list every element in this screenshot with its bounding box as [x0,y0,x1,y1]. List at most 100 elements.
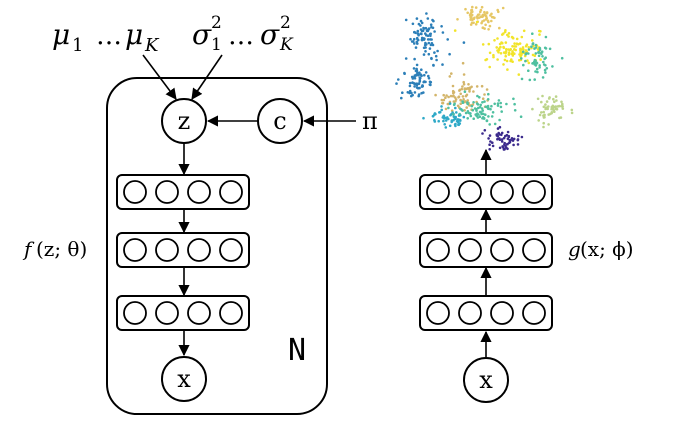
scatter-point [516,143,520,146]
scatter-point [517,43,520,46]
scatter-point [484,14,488,18]
scatter-point [496,37,499,40]
scatter-point [534,52,538,55]
scatter-point [426,17,430,20]
scatter-point [538,46,542,50]
scatter-point [419,73,423,76]
scatter-point [507,48,510,51]
scatter-point [440,25,443,28]
scatter-point [410,75,414,79]
z-node: z [161,98,207,144]
scatter-point [475,109,478,112]
scatter-point [488,134,492,137]
scatter-point [462,83,466,86]
scatter-point [542,105,546,109]
latent-embedding-scatter [395,5,574,151]
scatter-point [520,77,524,81]
scatter-point [443,123,447,126]
scatter-point [547,105,550,108]
scatter-point [424,71,428,74]
scatter-point [488,123,492,126]
scatter-point [442,93,446,97]
scatter-point [485,88,489,91]
scatter-point [413,30,416,34]
scatter-point [506,142,509,146]
scatter-point [487,20,490,24]
scatter-point [497,99,501,102]
encoder-layer-2 [419,232,553,268]
scatter-point [502,32,505,35]
scatter-point [411,93,414,97]
scatter-point [507,53,511,56]
scatter-point [561,107,565,110]
scatter-point [464,111,468,115]
scatter-point [454,122,457,126]
scatter-point [461,101,465,104]
scatter-point [426,38,430,41]
scatter-point [416,32,420,35]
scatter-point [447,106,450,110]
scatter-point [430,42,434,45]
scatter-point [413,91,417,94]
scatter-point [496,137,499,141]
scatter-point [538,33,541,36]
scatter-point [533,58,537,62]
scatter-point [496,104,500,107]
scatter-point [467,83,470,86]
scatter-point [513,48,516,51]
scatter-point [430,57,433,61]
scatter-point [522,29,526,33]
scatter-point [404,18,408,22]
scatter-point [503,58,507,62]
scatter-point [443,117,446,120]
scatter-point [496,49,499,52]
scatter-point [498,138,502,141]
decoder-layer-3 [116,295,250,331]
scatter-point [419,32,423,35]
scatter-point [484,23,487,27]
scatter-point [570,111,574,115]
scatter-point [426,28,430,32]
scatter-point [499,52,503,55]
scatter-point [495,133,499,136]
scatter-point [492,55,495,59]
scatter-point [498,146,502,150]
scatter-point [493,122,497,126]
scatter-point [418,86,421,90]
scatter-point [458,89,461,92]
scatter-point [518,53,521,56]
scatter-point [522,63,525,67]
scatter-point [512,143,515,147]
scatter-point [461,61,465,65]
encoder-label: g (x; ϕ) [568,237,634,261]
scatter-point [460,87,464,91]
scatter-point [551,104,555,108]
scatter-point [491,141,494,144]
scatter-point [525,43,529,46]
scatter-point [455,111,458,114]
scatter-point [527,46,531,49]
scatter-point [474,23,478,26]
scatter-point [483,93,486,96]
scatter-point [479,103,483,107]
scatter-point [415,40,419,44]
scatter-point [413,82,416,85]
scatter-point [461,85,464,88]
scatter-point [519,50,522,54]
scatter-point [504,134,507,138]
scatter-point [488,24,492,28]
scatter-point [490,104,493,108]
scatter-point [433,51,436,54]
scatter-point [468,86,472,90]
scatter-point [545,100,549,103]
scatter-point [429,23,433,27]
scatter-point [538,64,541,67]
scatter-point [467,111,471,115]
z-node-label: z [178,107,191,135]
mu-label: μ 1 … μ K [52,18,160,56]
x-node-left: x [161,356,207,402]
scatter-point [511,139,515,142]
scatter-point [506,137,510,141]
scatter-point [485,119,489,122]
mu-symbol-k: μ [125,18,143,51]
